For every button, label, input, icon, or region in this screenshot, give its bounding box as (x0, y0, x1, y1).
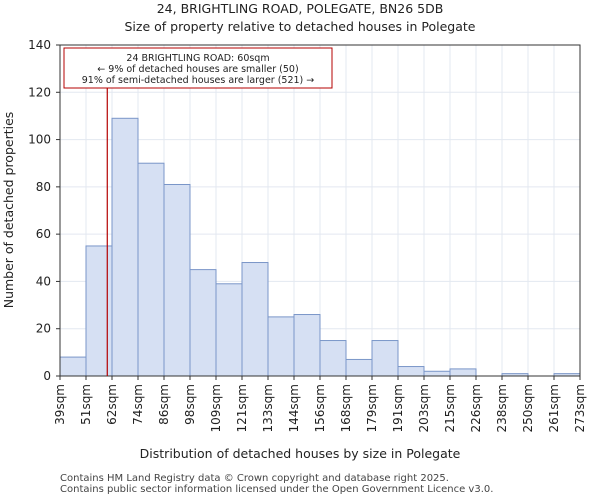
y-tick-label: 80 (36, 180, 51, 194)
y-tick-label: 0 (43, 369, 51, 383)
y-tick-label: 140 (28, 38, 51, 52)
bar (345, 358, 373, 377)
y-tick-label: 60 (36, 227, 51, 241)
x-tick-label: 179sqm (365, 384, 379, 432)
annotation-frame (63, 47, 333, 89)
x-tick-label: 62sqm (105, 384, 119, 425)
x-tick-label: 215sqm (443, 384, 457, 432)
bar (59, 356, 87, 377)
x-tick-label: 74sqm (131, 384, 145, 425)
y-axis-label: Number of detached properties (1, 112, 16, 309)
x-tick-label: 238sqm (495, 384, 509, 432)
footer-licence: Contains public sector information licen… (60, 484, 494, 495)
y-tick-label: 120 (28, 85, 51, 99)
annotation-line-1: 24 BRIGHTLING ROAD: 60sqm (126, 53, 269, 64)
bar (267, 316, 295, 377)
y-tick-label: 20 (36, 322, 51, 336)
x-tick-label: 261sqm (547, 384, 561, 432)
bar (319, 340, 347, 377)
x-tick-label: 86sqm (157, 384, 171, 425)
annotation-box: 24 BRIGHTLING ROAD: 60sqm ← 9% of detach… (63, 47, 333, 89)
bar (215, 283, 243, 377)
bar (163, 183, 191, 377)
y-axis-ticks: 0 20 40 60 80 100 120 140 (28, 38, 60, 383)
x-tick-label: 226sqm (469, 384, 483, 432)
x-tick-label: 156sqm (313, 384, 327, 432)
bar (241, 262, 269, 377)
annotation-line-3: 91% of semi-detached houses are larger (… (82, 75, 315, 86)
x-tick-label: 250sqm (521, 384, 535, 432)
x-tick-label: 109sqm (209, 384, 223, 432)
chart-title: 24, BRIGHTLING ROAD, POLEGATE, BN26 5DB (157, 1, 444, 16)
footer-copyright: Contains HM Land Registry data © Crown c… (60, 473, 449, 484)
bars (59, 117, 581, 377)
x-tick-label: 144sqm (287, 384, 301, 432)
x-axis-label: Distribution of detached houses by size … (140, 446, 461, 461)
bar (137, 162, 165, 377)
bar (189, 269, 217, 377)
bar (111, 117, 139, 377)
x-tick-label: 168sqm (339, 384, 353, 432)
bar (449, 368, 477, 377)
x-tick-label: 51sqm (79, 384, 93, 425)
x-axis-ticks: 39sqm 51sqm 62sqm 74sqm 86sqm 98sqm 109sqm 121s… (53, 376, 587, 432)
x-tick-label: 203sqm (417, 384, 431, 432)
x-tick-label: 191sqm (391, 384, 405, 432)
x-tick-label: 39sqm (53, 384, 67, 425)
bar (423, 370, 451, 377)
annotation-line-2: ← 9% of detached houses are smaller (50) (97, 64, 298, 75)
chart-subtitle: Size of property relative to detached ho… (124, 19, 475, 34)
x-tick-label: 273sqm (573, 384, 587, 432)
x-tick-label: 121sqm (235, 384, 249, 432)
x-tick-label: 98sqm (183, 384, 197, 425)
plot-frame (59, 44, 581, 377)
bar (371, 340, 399, 377)
y-tick-label: 100 (28, 133, 51, 147)
bar (397, 366, 425, 377)
x-tick-label: 133sqm (261, 384, 275, 432)
bar (293, 314, 321, 377)
y-tick-label: 40 (36, 274, 51, 288)
bar (85, 245, 113, 377)
